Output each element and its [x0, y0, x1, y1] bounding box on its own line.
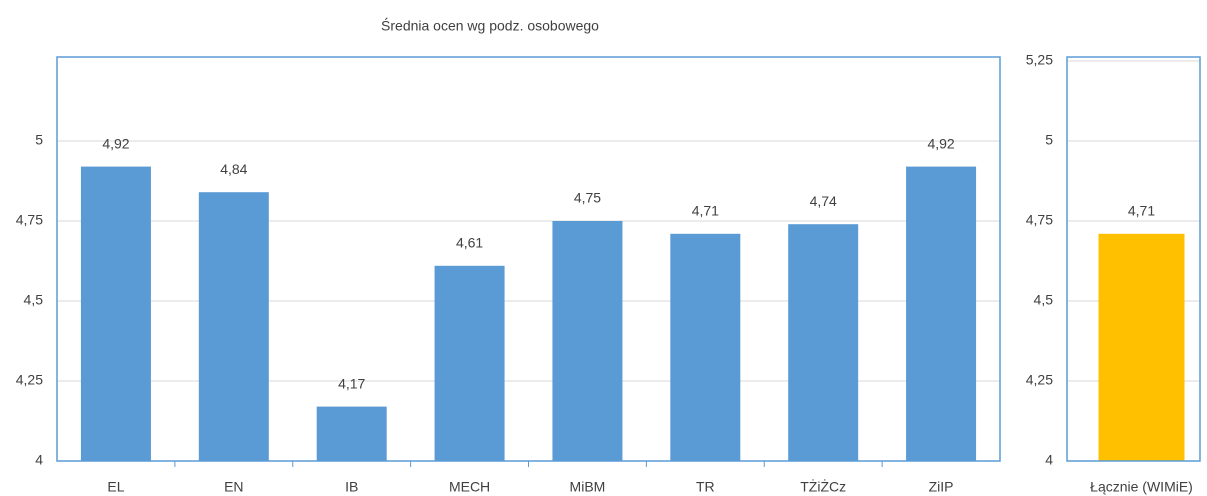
bar — [552, 221, 623, 461]
y-tick-label: 4,25 — [16, 372, 43, 388]
value-label: 4,92 — [927, 135, 954, 151]
y-tick-label: 5 — [1045, 132, 1053, 148]
bar — [906, 166, 977, 461]
value-label: 4,71 — [692, 203, 719, 219]
bar — [80, 166, 151, 461]
x-tick-label: TŻiŻCz — [800, 478, 846, 495]
y-tick-label: 5,25 — [1026, 52, 1053, 68]
y-tick-label: 4,25 — [1026, 372, 1053, 388]
y-tick-label: 4 — [1045, 452, 1053, 468]
y-tick-label: 4,5 — [24, 292, 44, 308]
x-tick-label: IB — [345, 479, 358, 495]
y-tick-label: 4 — [35, 452, 43, 468]
x-tick-label: EN — [224, 479, 243, 495]
bar — [434, 265, 505, 461]
x-tick-label: TR — [696, 479, 715, 495]
value-label: 4,17 — [338, 375, 365, 391]
x-tick-label: ZiIP — [929, 479, 954, 495]
x-tick-label: MECH — [449, 479, 490, 495]
chart-title: Średnia ocen wg podz. osobowego — [381, 17, 599, 34]
value-label: 4,71 — [1128, 203, 1155, 219]
bar — [1098, 233, 1185, 461]
plot-border — [56, 56, 1001, 462]
bar — [316, 406, 387, 461]
y-tick-label: 4,75 — [16, 212, 43, 228]
value-label: 4,74 — [810, 193, 837, 209]
x-tick-label: MiBM — [570, 479, 606, 495]
y-tick-label: 5 — [35, 132, 43, 148]
plot-border — [1066, 56, 1201, 462]
bar — [198, 192, 269, 461]
y-tick-label: 4,75 — [1026, 212, 1053, 228]
bar — [670, 233, 741, 461]
value-label: 4,61 — [456, 235, 483, 251]
bar — [788, 224, 859, 461]
x-tick-label: EL — [107, 479, 124, 495]
value-label: 4,92 — [102, 135, 129, 151]
value-label: 4,84 — [220, 161, 247, 177]
x-tick-label: Łącznie (WIMiE) — [1090, 479, 1193, 495]
y-tick-label: 4,5 — [1034, 292, 1054, 308]
value-label: 4,75 — [574, 190, 601, 206]
